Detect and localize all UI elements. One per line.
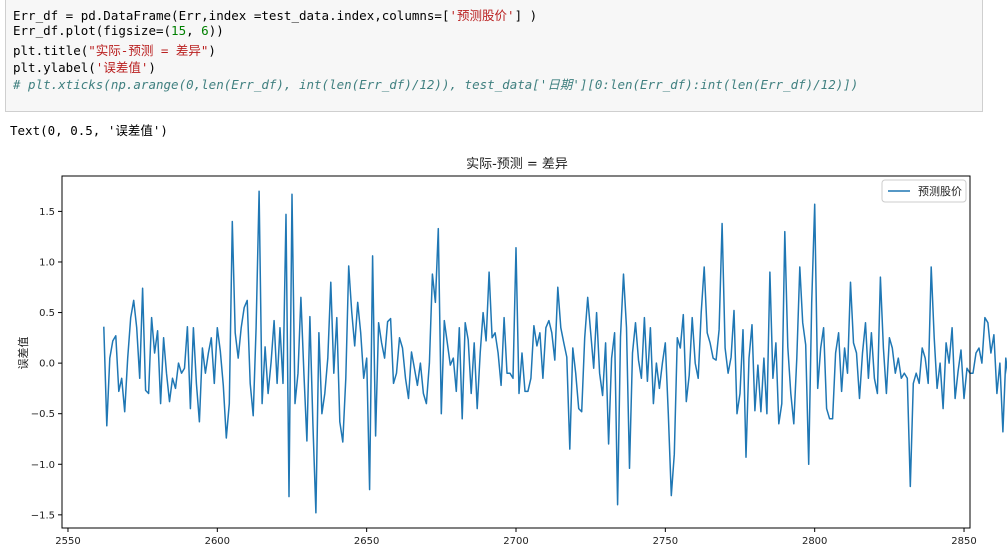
y-tick-label: −0.5	[31, 409, 55, 420]
y-axis-label: 误差值	[16, 337, 30, 370]
y-tick-label: 0.5	[39, 308, 55, 319]
y-tick-label: −1.5	[31, 510, 55, 521]
x-tick-label: 2750	[653, 536, 678, 547]
x-tick-label: 2550	[55, 536, 80, 547]
y-tick-label: −1.0	[31, 460, 55, 471]
series-line-yuce	[103, 190, 1007, 514]
cell-output-text: Text(0, 0.5, '误差值')	[10, 123, 168, 138]
plot-frame	[61, 175, 971, 529]
code-cell[interactable]: Err_df = pd.DataFrame(Err,index =test_da…	[5, 0, 983, 112]
series-group	[103, 190, 1007, 514]
x-tick-label: 2850	[951, 536, 976, 547]
code-line-5-comment: # plt.xticks(np.arange(0,len(Err_df), in…	[13, 77, 859, 92]
code-line-2: Err_df.plot(figsize=(15, 6))	[13, 23, 224, 38]
y-tick-label: 0.0	[39, 359, 55, 370]
legend-label: 预测股价	[918, 185, 962, 198]
axis-ticks: 2550 2600 2650 2700 2750 2800 2850 −1.5 −1.0 −0.5…	[31, 207, 977, 547]
legend-box	[881, 179, 967, 203]
y-tick-label: 1.0	[39, 257, 55, 268]
code-line-4: plt.ylabel('误差值')	[13, 60, 156, 75]
code-line-3: plt.title("实际-预测 = 差异")	[13, 43, 216, 58]
chart-title: 实际-预测 = 差异	[466, 157, 568, 172]
x-tick-label: 2800	[802, 536, 827, 547]
x-tick-label: 2700	[503, 536, 528, 547]
x-tick-label: 2600	[205, 536, 230, 547]
y-tick-label: 1.5	[39, 207, 55, 218]
x-tick-label: 2650	[354, 536, 379, 547]
legend: 预测股价	[881, 179, 967, 203]
line-chart: 实际-预测 = 差异 误差值 2550 2600 2650 2700 2750 2800 2…	[16, 157, 1007, 547]
code-line-1: Err_df = pd.DataFrame(Err,index =test_da…	[13, 8, 538, 23]
